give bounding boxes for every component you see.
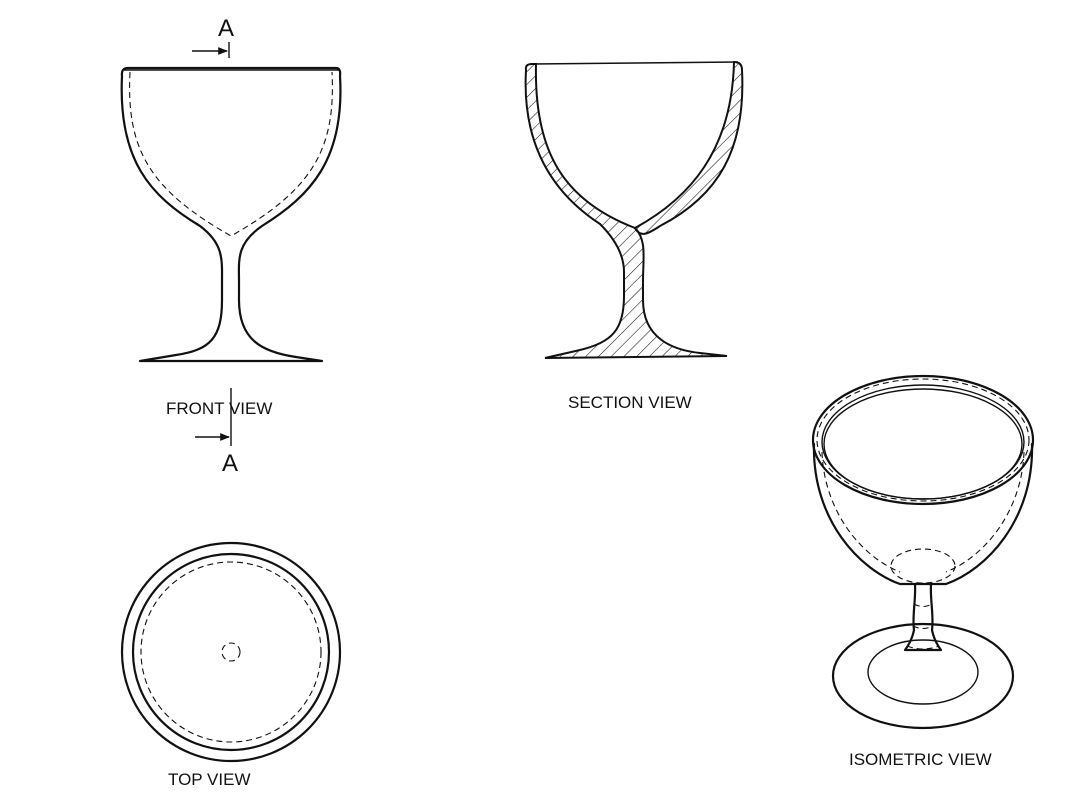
stem-hidden-circle — [221, 642, 241, 662]
section-hatch-right — [633, 60, 744, 235]
section-rim-line — [531, 61, 739, 65]
inner-cup-hidden-line — [129, 71, 333, 237]
isometric-view-label: ISOMETRIC VIEW — [849, 750, 992, 769]
section-view-label: SECTION VIEW — [568, 393, 692, 412]
iso-foot-outer — [831, 622, 1015, 730]
top-view — [120, 541, 342, 763]
iso-bowl — [812, 442, 1034, 586]
section-cut-marker: A A — [192, 15, 238, 477]
iso-rim-outer — [811, 374, 1035, 506]
iso-bowl-hidden — [821, 451, 901, 573]
section-view — [524, 60, 744, 359]
front-view-label: FRONT VIEW — [166, 399, 272, 418]
section-hatch-left — [524, 63, 728, 359]
isometric-view — [811, 374, 1035, 730]
inner-hidden-circle — [140, 561, 322, 743]
rim-circle — [131, 552, 331, 752]
front-view — [120, 66, 342, 363]
goblet-outline — [120, 66, 342, 363]
section-letter-top: A — [218, 15, 234, 42]
top-view-label: TOP VIEW — [168, 770, 251, 789]
section-letter-bottom: A — [222, 450, 238, 477]
iso-foot-inner — [867, 639, 979, 705]
iso-cup-opening — [823, 388, 1023, 500]
iso-stem — [903, 582, 943, 652]
iso-bottom-hidden — [890, 548, 956, 584]
base-outer-circle — [120, 541, 342, 763]
